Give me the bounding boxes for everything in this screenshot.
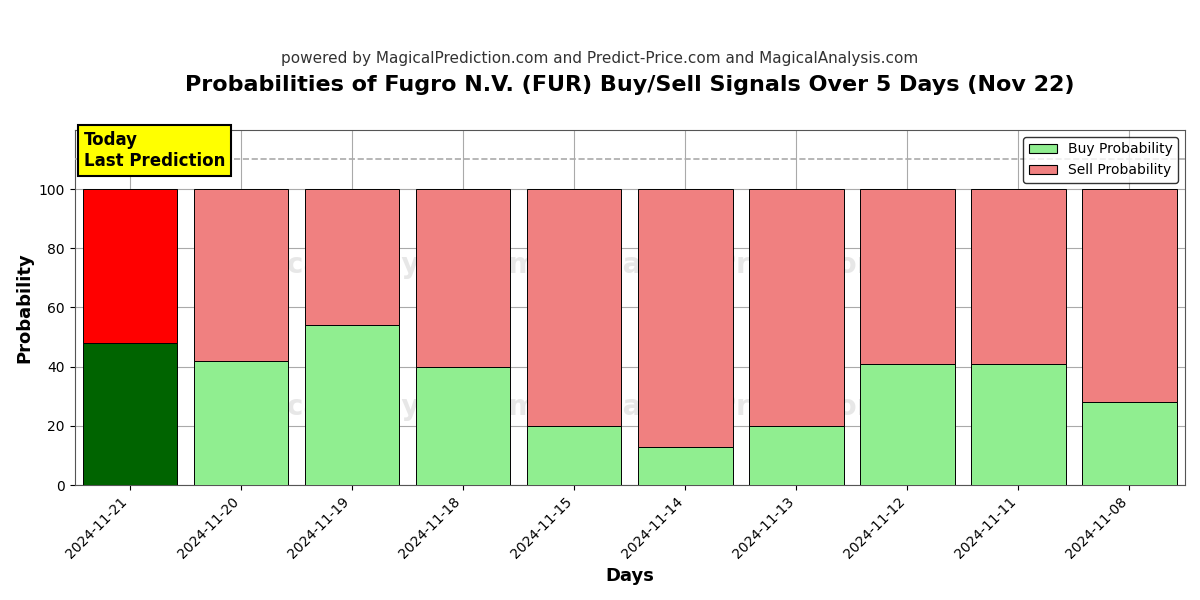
Bar xyxy=(527,189,622,426)
Bar xyxy=(971,189,1066,364)
Y-axis label: Probability: Probability xyxy=(16,252,34,363)
Bar xyxy=(305,325,400,485)
Bar xyxy=(971,364,1066,485)
X-axis label: Days: Days xyxy=(605,567,654,585)
Bar xyxy=(638,446,732,485)
Bar xyxy=(860,364,955,485)
Text: MagicalPrediction.com: MagicalPrediction.com xyxy=(596,251,953,279)
Text: MagicalPrediction.com: MagicalPrediction.com xyxy=(596,393,953,421)
Bar xyxy=(638,189,732,446)
Bar xyxy=(416,189,510,367)
Text: MagicalAnalysis.com: MagicalAnalysis.com xyxy=(211,251,538,279)
Bar xyxy=(416,367,510,485)
Legend: Buy Probability, Sell Probability: Buy Probability, Sell Probability xyxy=(1024,137,1178,183)
Bar xyxy=(1082,189,1177,402)
Bar xyxy=(527,426,622,485)
Bar xyxy=(194,189,288,361)
Bar xyxy=(83,343,178,485)
Text: MagicalAnalysis.com: MagicalAnalysis.com xyxy=(211,393,538,421)
Bar xyxy=(305,189,400,325)
Bar xyxy=(194,361,288,485)
Bar xyxy=(83,189,178,343)
Bar xyxy=(749,189,844,426)
Text: Today
Last Prediction: Today Last Prediction xyxy=(84,131,224,170)
Bar xyxy=(1082,402,1177,485)
Title: Probabilities of Fugro N.V. (FUR) Buy/Sell Signals Over 5 Days (Nov 22): Probabilities of Fugro N.V. (FUR) Buy/Se… xyxy=(185,75,1074,95)
Bar xyxy=(749,426,844,485)
Text: powered by MagicalPrediction.com and Predict-Price.com and MagicalAnalysis.com: powered by MagicalPrediction.com and Pre… xyxy=(281,51,919,66)
Bar xyxy=(860,189,955,364)
